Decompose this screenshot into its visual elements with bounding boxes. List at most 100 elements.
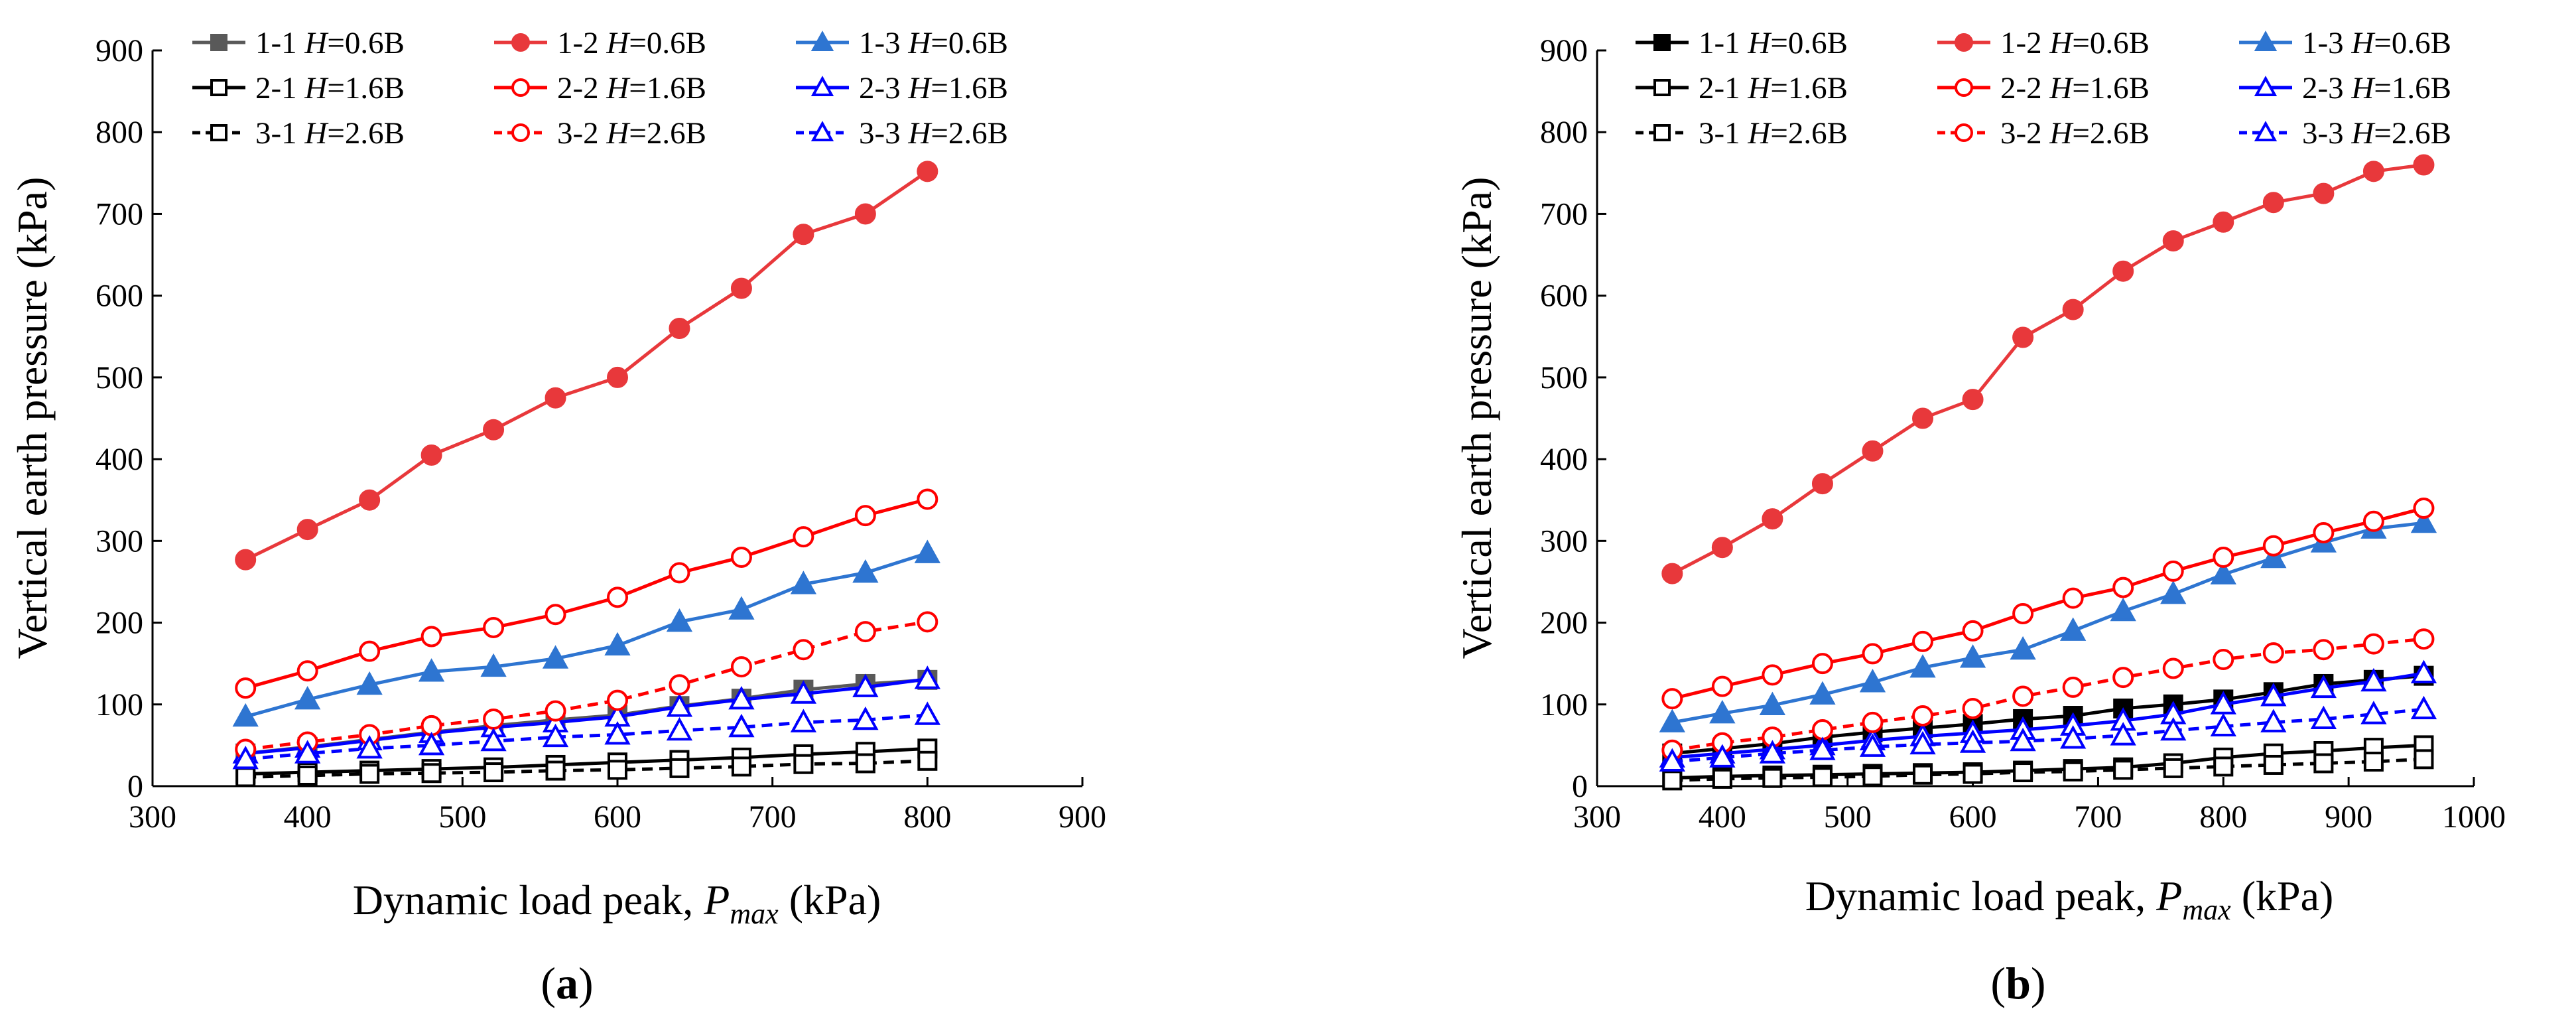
data-point	[1862, 643, 1884, 665]
data-point	[418, 658, 445, 682]
legend-label: 2-1 H=1.6B	[1699, 71, 1848, 105]
series-line	[245, 620, 928, 752]
x-axis-title-prefix: Dynamic load peak,	[1805, 872, 2157, 920]
y-tick-label: 0	[1572, 769, 1588, 804]
data-point	[666, 693, 693, 717]
legend-space	[2042, 26, 2050, 60]
x-axis-title-variable: P	[703, 876, 730, 923]
legend-item: 3-1 H=2.6B	[1636, 116, 1848, 151]
series-line	[245, 746, 928, 776]
data-point	[1909, 730, 1936, 755]
data-point	[2310, 674, 2337, 699]
legend-series-name: 3-3	[2302, 116, 2344, 151]
data-point	[2010, 727, 2036, 752]
legend-item: 1-3 H=0.6B	[2239, 26, 2451, 60]
data-point	[2410, 695, 2437, 720]
data-point	[1959, 644, 1986, 668]
legend-series-name: 1-1	[255, 26, 297, 60]
legend-space	[2344, 71, 2352, 105]
data-point	[418, 732, 445, 756]
data-point	[1862, 440, 1884, 462]
data-point	[669, 674, 690, 696]
legend-item: 3-1 H=2.6B	[192, 116, 405, 151]
x-axis-title-subscript: max	[2182, 894, 2231, 926]
data-point	[2112, 577, 2134, 598]
data-point	[728, 686, 755, 710]
legend-variable: H	[907, 116, 933, 151]
data-point	[852, 559, 879, 583]
data-point	[1659, 748, 1685, 772]
legend-value: =2.6B	[327, 116, 405, 151]
legend-marker	[1653, 79, 1671, 96]
legend-label: 2-2 H=1.6B	[2000, 71, 2150, 105]
data-point	[730, 277, 752, 299]
data-point	[420, 444, 442, 466]
legend-value: =1.6B	[2374, 71, 2451, 105]
legend-label: 2-3 H=1.6B	[859, 71, 1008, 105]
x-tick-label: 700	[2074, 799, 2122, 835]
data-point	[2163, 758, 2183, 778]
data-point	[1762, 664, 1783, 686]
y-tick-label: 200	[96, 606, 143, 641]
series-line	[245, 713, 928, 761]
series-line	[1671, 637, 2424, 752]
data-point	[790, 709, 817, 732]
legend-series-name: 3-2	[557, 116, 599, 151]
data-point	[2062, 299, 2084, 320]
series-3-3	[232, 701, 940, 770]
legend-space	[901, 26, 909, 60]
data-point	[730, 546, 752, 568]
legend-item: 2-3 H=1.6B	[2239, 71, 2451, 105]
x-tick-label: 400	[284, 799, 332, 835]
legend-label: 1-2 H=0.6B	[2000, 26, 2150, 60]
series-2-2	[235, 488, 938, 699]
legend-value: =2.6B	[1770, 116, 1848, 151]
data-point	[294, 686, 321, 710]
data-point	[2112, 667, 2134, 689]
data-point	[483, 762, 504, 783]
data-point	[296, 519, 318, 541]
data-point	[607, 586, 628, 608]
data-point	[545, 604, 566, 626]
legend-label: 1-3 H=0.6B	[2302, 26, 2451, 60]
data-point	[2162, 230, 2184, 252]
legend-series-name: 1-3	[2302, 26, 2344, 60]
data-point	[1809, 736, 1836, 760]
data-point	[793, 224, 814, 245]
y-tick-label: 700	[96, 196, 143, 232]
x-tick-label: 600	[594, 799, 641, 835]
data-point	[2262, 535, 2284, 557]
legend-space	[2042, 71, 2050, 105]
data-point	[2313, 522, 2335, 544]
data-point	[1711, 675, 1733, 697]
legend-label: 1-3 H=0.6B	[859, 26, 1008, 60]
legend-marker	[511, 78, 530, 97]
data-point	[232, 745, 259, 770]
panel-label: (a)	[541, 958, 593, 1008]
x-tick-label: 300	[129, 799, 176, 835]
data-point	[1809, 681, 1836, 705]
data-point	[2112, 260, 2134, 282]
data-point	[1712, 768, 1732, 789]
legend-item: 3-3 H=2.6B	[796, 116, 1008, 151]
data-point	[669, 317, 690, 339]
legend-space	[1740, 71, 1748, 105]
x-tick-label: 700	[749, 799, 797, 835]
data-point	[1811, 653, 1833, 675]
data-point	[917, 488, 938, 510]
legend-value: =1.6B	[327, 71, 405, 105]
legend-variable: H	[907, 26, 933, 60]
data-point	[2213, 211, 2234, 233]
data-point	[2062, 676, 2084, 698]
legend-variable: H	[2049, 26, 2074, 60]
y-tick-label: 100	[1540, 687, 1588, 722]
series-line	[245, 551, 929, 718]
data-point	[356, 671, 383, 695]
y-tick-label: 200	[1540, 606, 1588, 641]
data-point	[2213, 546, 2234, 568]
data-point	[2410, 509, 2437, 533]
series-1-3	[1659, 509, 2437, 732]
y-tick-label: 400	[96, 442, 143, 477]
legend-item: 1-1 H=0.6B	[1636, 26, 1848, 60]
x-axis-title-prefix: Dynamic load peak,	[353, 876, 704, 923]
